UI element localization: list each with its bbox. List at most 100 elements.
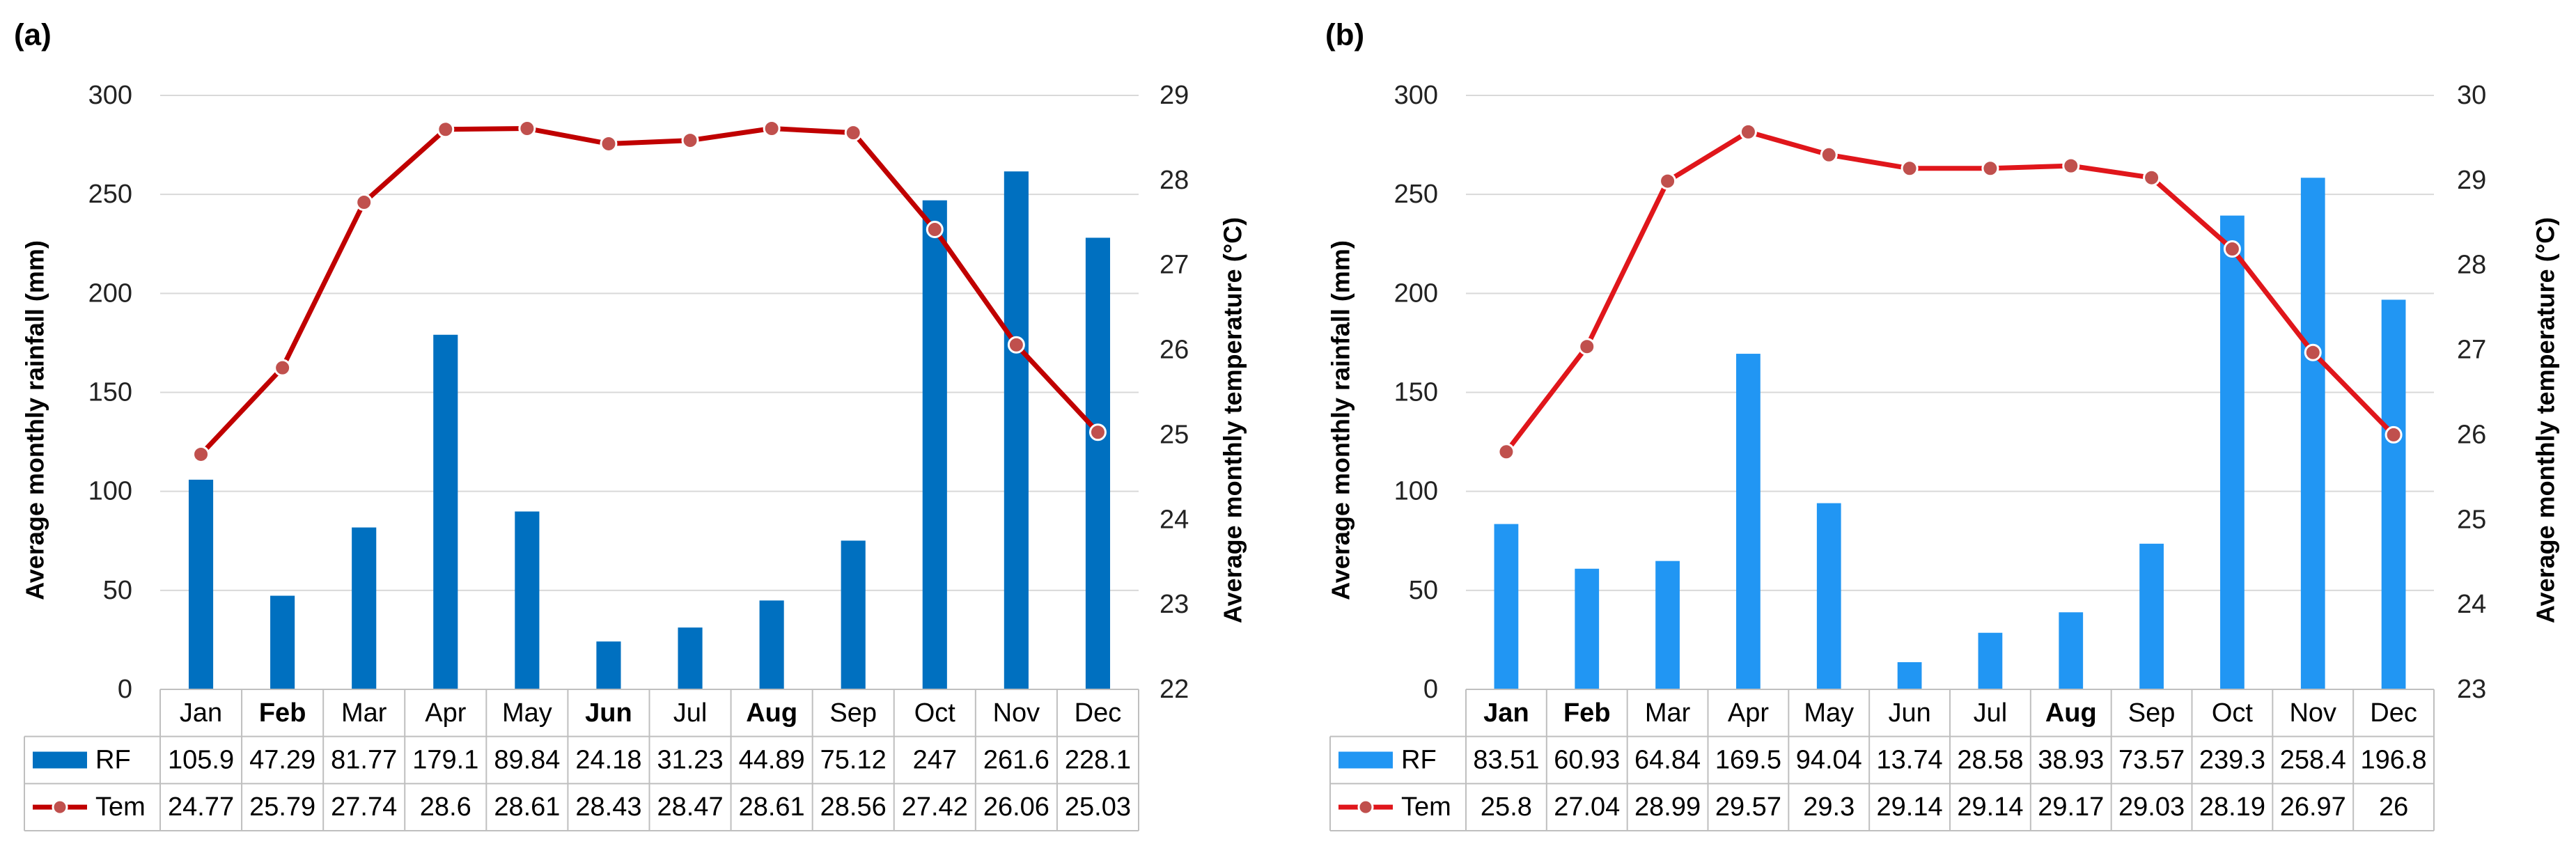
y2-tick-label: 23: [1160, 590, 1189, 619]
bar-rf: [1736, 354, 1761, 689]
y2-axis-title: Average monthly temperature (°C): [1219, 217, 1247, 623]
legend-label-tem: Tem: [1401, 792, 1451, 822]
y-tick-label: 300: [88, 81, 132, 110]
y-tick-label: 150: [1394, 378, 1438, 407]
table-value-rf: 47.29: [249, 746, 315, 775]
y2-tick-label: 27: [2457, 336, 2486, 365]
point-tem: [1007, 336, 1025, 354]
table-month-label: Nov: [2289, 698, 2336, 728]
table-month-label: Feb: [1563, 698, 1611, 728]
bar-rf: [841, 540, 866, 689]
point-tem: [355, 194, 373, 212]
table-value-rf: 247: [913, 746, 957, 775]
y-axis-title: Average monthly rainfall (mm): [1327, 240, 1355, 600]
data-table: Jan Feb Mar Apr May Jun Jul Aug Sep Oct Nov Dec RF Te…: [1329, 689, 2435, 831]
y-axis-title: Average monthly rainfall (mm): [21, 240, 49, 600]
table-value-rf: 169.5: [1715, 746, 1781, 775]
bar-rf: [270, 595, 295, 689]
table-value-tem: 28.47: [657, 792, 723, 822]
table-month-label: Apr: [1728, 698, 1769, 728]
bar-rf: [2139, 543, 2164, 689]
table-month-label: Aug: [2045, 698, 2097, 728]
y2-tick-label: 26: [2457, 420, 2486, 449]
table-month-label: May: [1804, 698, 1854, 728]
point-tem: [274, 359, 292, 377]
y-tick-label: 250: [1394, 180, 1438, 209]
table-value-tem: 28.61: [494, 792, 560, 822]
table-month-label: Apr: [425, 698, 466, 728]
table-value-rf: 64.84: [1634, 746, 1701, 775]
table-month-label: Mar: [1645, 698, 1691, 728]
table-value-tem: 28.99: [1634, 792, 1701, 822]
point-tem: [2062, 157, 2080, 175]
table-value-tem: 29.03: [2118, 792, 2185, 822]
table-value-rf: 31.23: [657, 746, 723, 775]
table-month-label: Dec: [1075, 698, 1122, 728]
legend-label-rf: RF: [95, 746, 131, 775]
table-value-tem: 27.74: [331, 792, 397, 822]
panel-label: (b): [1325, 18, 1364, 52]
table-value-tem: 29.17: [2038, 792, 2104, 822]
point-tem: [763, 120, 781, 138]
table-month-label: Sep: [2128, 698, 2176, 728]
data-table: Jan Feb Mar Apr May Jun Jul Aug Sep Oct Nov Dec RF Te…: [24, 689, 1139, 831]
y2-axis-title: Average monthly temperature (°C): [2531, 217, 2560, 623]
table-month-label: Dec: [2370, 698, 2417, 728]
point-tem: [681, 132, 699, 150]
y-tick-label: 100: [88, 477, 132, 506]
point-tem: [1659, 172, 1677, 190]
table-value-rf: 13.74: [1877, 746, 1943, 775]
line-tem: [1504, 129, 2396, 453]
bar-rf: [2381, 299, 2406, 689]
point-tem: [1900, 159, 1919, 178]
table-month-label: Jun: [1888, 698, 1930, 728]
table-value-tem: 29.57: [1715, 792, 1781, 822]
legend-key-tem-marker: [52, 799, 68, 815]
table-value-rf: 258.4: [2280, 746, 2346, 775]
table-value-rf: 89.84: [494, 746, 560, 775]
table-month-label: Jun: [585, 698, 632, 728]
table-value-tem: 29.3: [1803, 792, 1855, 822]
table-value-tem: 26.97: [2280, 792, 2346, 822]
table-month-label: Oct: [914, 698, 956, 728]
point-tem: [1981, 159, 1999, 178]
table-value-rf: 28.58: [1957, 746, 2023, 775]
line-tem: [198, 126, 1100, 456]
table-value-tem: 28.19: [2199, 792, 2265, 822]
table-value-rf: 24.18: [575, 746, 641, 775]
table-month-label: Nov: [993, 698, 1040, 728]
table-value-tem: 28.43: [575, 792, 641, 822]
table-value-rf: 105.9: [168, 746, 234, 775]
bar-rf: [352, 527, 377, 689]
y-tick-label: 0: [118, 675, 132, 704]
point-tem: [437, 120, 455, 139]
bar-rf: [922, 200, 947, 689]
table-value-tem: 25.8: [1481, 792, 1532, 822]
chart-panel-b: (b) 0 50 100 150 200 250 300 23 24 25 26 27 28 29 30 Ave…: [1325, 18, 2560, 831]
table-value-tem: 26.06: [983, 792, 1049, 822]
legend-key-rf: [33, 751, 87, 769]
point-tem: [2143, 169, 2161, 187]
table-value-rf: 228.1: [1065, 746, 1131, 775]
point-tem: [2384, 425, 2403, 444]
point-tem: [844, 124, 862, 142]
y2-tick-label: 27: [1160, 251, 1189, 280]
table-value-rf: 239.3: [2199, 746, 2265, 775]
table-value-rf: 38.93: [2038, 746, 2104, 775]
table-month-label: Sep: [829, 698, 877, 728]
table-value-tem: 28.56: [820, 792, 887, 822]
bar-rf: [1085, 237, 1111, 689]
bar-rf: [1897, 662, 1922, 689]
bar-rf: [596, 641, 621, 689]
bar-rf: [1655, 561, 1680, 689]
table-month-label: Feb: [259, 698, 306, 728]
bar-rf: [1575, 568, 1600, 689]
table-value-tem: 29.14: [1877, 792, 1943, 822]
y-tick-label: 50: [103, 576, 132, 605]
table-value-tem: 26: [2379, 792, 2408, 822]
y-tick-label: 300: [1394, 81, 1438, 110]
table-value-tem: 28.61: [739, 792, 805, 822]
table-value-rf: 44.89: [739, 746, 805, 775]
y-tick-label: 200: [1394, 279, 1438, 308]
